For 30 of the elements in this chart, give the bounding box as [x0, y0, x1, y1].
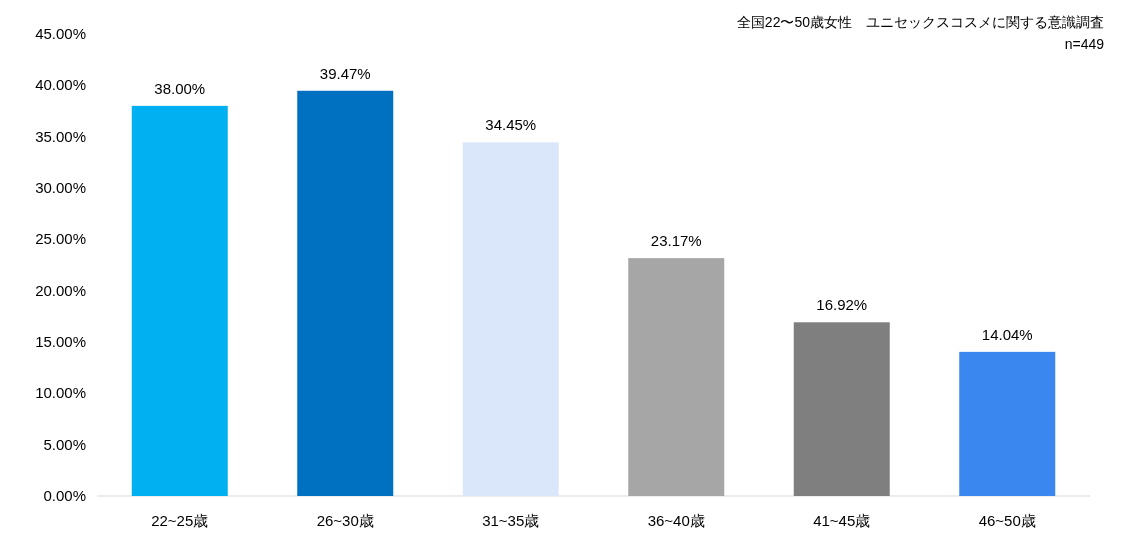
- x-tick-label: 46~50歳: [978, 512, 1036, 529]
- x-tick-label: 26~30歳: [316, 512, 374, 529]
- bar: [462, 142, 559, 496]
- bar: [959, 351, 1056, 496]
- x-tick-label: 31~35歳: [482, 512, 540, 529]
- y-tick-label: 5.00%: [43, 435, 86, 453]
- data-label: 23.17%: [650, 232, 702, 250]
- data-label: 39.47%: [319, 64, 371, 82]
- data-label: 34.45%: [485, 116, 537, 134]
- x-tick-label: 41~45歳: [813, 512, 871, 529]
- y-tick-label: 30.00%: [35, 179, 86, 196]
- y-tick-label: 10.00%: [35, 384, 86, 402]
- y-tick-label: 20.00%: [35, 281, 86, 299]
- y-tick-label: 15.00%: [35, 333, 86, 350]
- chart-subtitle: n=449: [1064, 36, 1105, 52]
- y-tick-label: 35.00%: [35, 127, 86, 145]
- data-label: 38.00%: [154, 79, 206, 97]
- bar: [628, 258, 725, 496]
- x-tick-label: 36~40歳: [647, 512, 705, 529]
- chart-title: 全国22〜50歳女性 ユニセックスコスメに関する意識調査: [736, 14, 1104, 30]
- x-tick-label: 22~25歳: [151, 512, 209, 529]
- data-label: 16.92%: [816, 296, 868, 314]
- bar: [793, 322, 890, 496]
- y-tick-label: 25.00%: [35, 230, 86, 248]
- data-label: 14.04%: [981, 325, 1033, 343]
- y-tick-label: 0.00%: [43, 487, 86, 504]
- bar: [297, 90, 394, 496]
- y-tick-label: 45.00%: [35, 25, 86, 42]
- bar: [131, 105, 228, 496]
- y-tick-label: 40.00%: [35, 76, 86, 94]
